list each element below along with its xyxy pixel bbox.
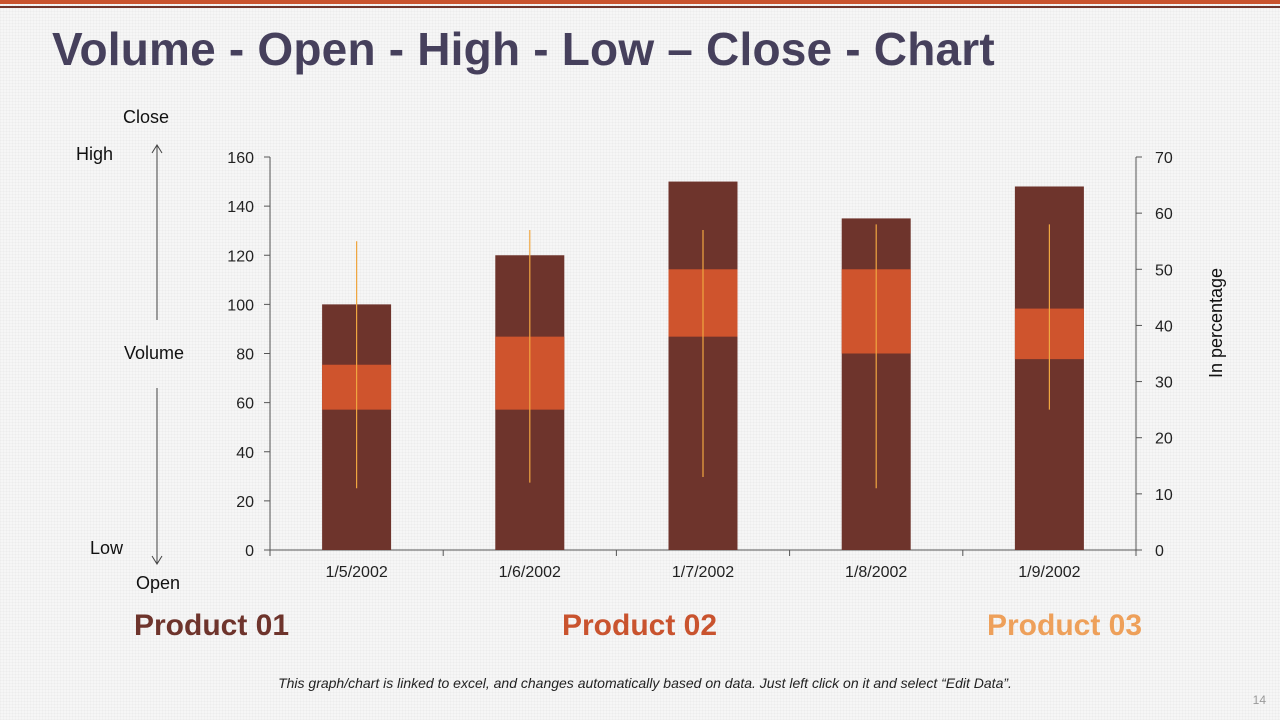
low-label: Low: [90, 538, 124, 558]
right-tick-label: 60: [1155, 206, 1173, 223]
x-tick-label: 1/8/2002: [845, 564, 907, 581]
volume-label: Volume: [124, 343, 185, 363]
x-tick-label: 1/9/2002: [1018, 564, 1080, 581]
x-tick-label: 1/6/2002: [499, 564, 561, 581]
top-accent-bar: [0, 0, 1280, 4]
left-tick-label: 100: [227, 297, 254, 314]
right-tick-label: 0: [1155, 543, 1164, 560]
slide-title: Volume - Open - High - Low – Close - Cha…: [52, 23, 995, 75]
close-label: Close: [123, 107, 170, 127]
left-tick-label: 140: [227, 199, 254, 216]
footnote: This graph/chart is linked to excel, and…: [278, 675, 1012, 691]
right-tick-label: 30: [1155, 375, 1173, 392]
right-tick-label: 70: [1155, 150, 1173, 167]
page-number: 14: [1252, 693, 1266, 707]
left-tick-label: 60: [236, 396, 254, 413]
left-tick-label: 160: [227, 150, 254, 167]
left-tick-label: 20: [236, 494, 254, 511]
product-03-label: Product 03: [987, 609, 1143, 642]
x-tick-label: 1/7/2002: [672, 564, 734, 581]
right-tick-label: 40: [1155, 318, 1173, 335]
left-tick-label: 120: [227, 248, 254, 265]
left-tick-label: 0: [245, 543, 254, 560]
right-tick-label: 10: [1155, 487, 1173, 504]
product-01-label: Product 01: [134, 609, 290, 642]
right-axis-title: In percentage: [1206, 268, 1226, 378]
left-tick-label: 40: [236, 445, 254, 462]
right-tick-label: 50: [1155, 262, 1173, 279]
high-label: High: [76, 144, 114, 164]
right-tick-label: 20: [1155, 431, 1173, 448]
x-tick-label: 1/5/2002: [325, 564, 387, 581]
open-label: Open: [136, 573, 181, 593]
product-02-label: Product 02: [562, 609, 718, 642]
top-accent-line: [0, 6, 1280, 8]
left-tick-label: 80: [236, 347, 254, 364]
